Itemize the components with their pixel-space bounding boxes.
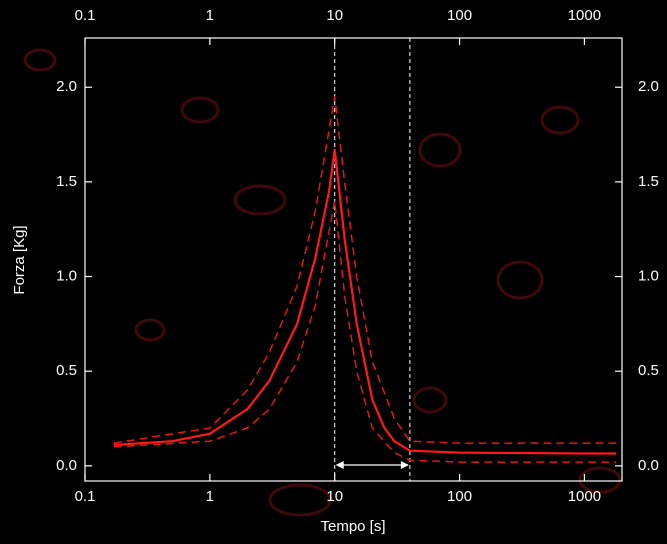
y-tick-label-right: 1.0 — [638, 268, 659, 285]
y-tick-label: 0.5 — [56, 362, 77, 379]
plot-frame — [84, 37, 623, 482]
y-axis-label: Forza [Kg] — [11, 225, 28, 294]
y-tick-label: 1.5 — [56, 173, 77, 190]
x-tick-label-top: 100 — [447, 7, 472, 24]
x-tick-label-top: 1000 — [568, 7, 601, 24]
x-axis-label: Tempo [s] — [320, 518, 385, 535]
x-tick-label: 10 — [326, 488, 343, 505]
x-tick-label-top: 1 — [206, 7, 214, 24]
y-tick-label: 2.0 — [56, 78, 77, 95]
x-tick-label: 0.1 — [75, 488, 96, 505]
y-tick-label-right: 1.5 — [638, 173, 659, 190]
data-line — [113, 148, 617, 455]
y-tick-label-right: 2.0 — [638, 78, 659, 95]
x-tick-label: 1000 — [568, 488, 601, 505]
arrow-head — [335, 461, 409, 469]
x-tick-label: 1 — [206, 488, 214, 505]
y-tick-label-right: 0.0 — [638, 457, 659, 474]
x-tick-label-top: 0.1 — [75, 7, 96, 24]
x-tick-label-top: 10 — [326, 7, 343, 24]
y-tick-label: 0.0 — [56, 457, 77, 474]
x-tick-label: 100 — [447, 488, 472, 505]
background-texture — [23, 48, 622, 517]
y-tick-label-right: 0.5 — [638, 362, 659, 379]
y-tick-label: 1.0 — [56, 268, 77, 285]
data-line — [113, 95, 617, 444]
data-line — [113, 200, 617, 463]
